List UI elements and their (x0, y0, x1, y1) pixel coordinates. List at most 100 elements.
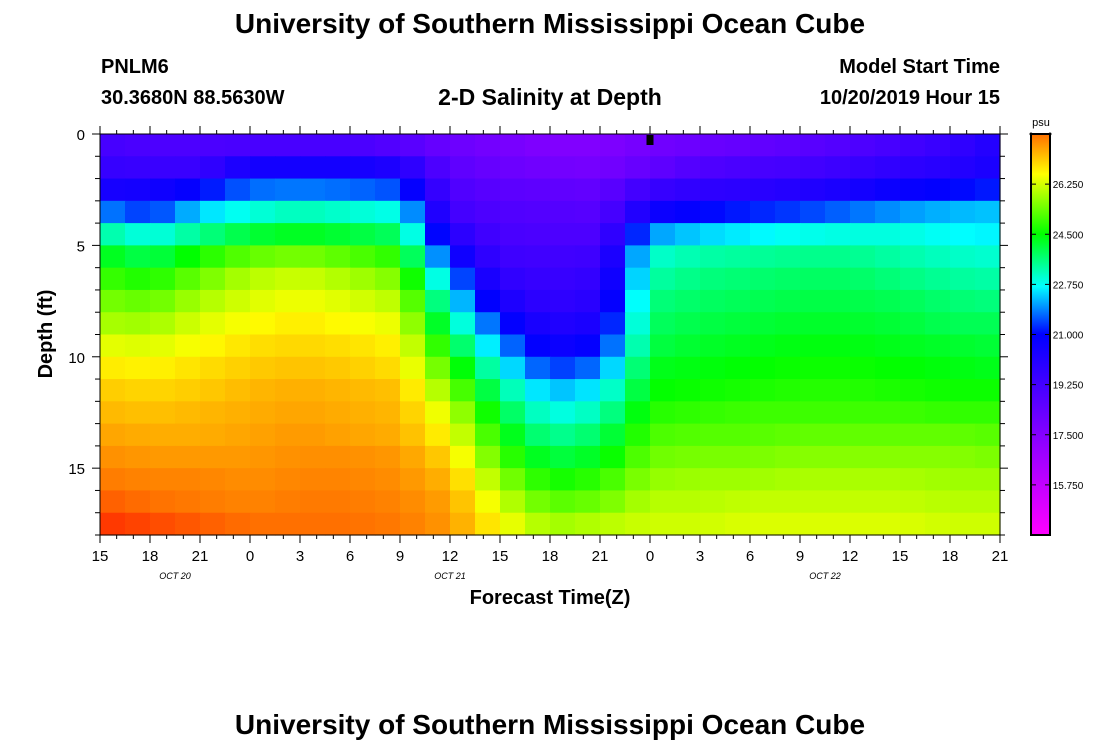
heatmap-cell (875, 178, 901, 202)
heatmap-cell (650, 379, 676, 402)
heatmap-cell (925, 512, 951, 536)
heatmap-cell (475, 245, 501, 269)
heatmap-cell (650, 267, 676, 291)
heatmap-cell (100, 423, 126, 447)
heatmap-cell (725, 245, 751, 269)
heatmap-cell (450, 512, 476, 536)
heatmap-cell (225, 178, 251, 202)
heatmap-cell (150, 445, 176, 469)
heatmap-cell (850, 156, 876, 180)
heatmap-cell (900, 312, 926, 336)
heatmap-cell (875, 512, 901, 536)
heatmap-cell (875, 245, 901, 269)
heatmap-cell (350, 490, 376, 514)
heatmap-cell (525, 312, 551, 336)
heatmap-cell (625, 379, 651, 402)
heatmap-cell (375, 445, 401, 469)
heatmap-cell (975, 134, 1001, 157)
heatmap-cell (325, 134, 351, 157)
heatmap-cell (550, 200, 576, 224)
heatmap-cell (775, 312, 801, 336)
heatmap-cell (250, 423, 276, 447)
heatmap-cell (100, 512, 126, 536)
model-start-label: Model Start Time (839, 56, 1000, 78)
heatmap-cell (625, 512, 651, 536)
heatmap-cell (800, 156, 826, 180)
heatmap-cell (975, 379, 1001, 402)
date-label: OCT 20 (159, 571, 191, 581)
heatmap-cell (900, 423, 926, 447)
heatmap-cell (400, 445, 426, 469)
heatmap-cell (450, 334, 476, 358)
heatmap-cell (675, 423, 701, 447)
heatmap-cell (750, 334, 776, 358)
heatmap-cell (975, 512, 1001, 536)
heatmap-cell (200, 445, 226, 469)
heatmap-cell (100, 490, 126, 514)
heatmap-cell (950, 468, 976, 492)
heatmap-cell (225, 334, 251, 358)
heatmap-cell (175, 178, 201, 202)
heatmap-cell (350, 512, 376, 536)
heatmap-cell (175, 289, 201, 313)
x-tick-label: 18 (142, 548, 159, 565)
heatmap-cell (550, 334, 576, 358)
bottom-title: University of Southern Mississippi Ocean… (234, 709, 866, 740)
heatmap-cell (500, 445, 526, 469)
heatmap-cell (700, 379, 726, 402)
heatmap-cell (600, 245, 626, 269)
heatmap-cell (325, 267, 351, 291)
heatmap-cell (175, 245, 201, 269)
heatmap-cell (150, 356, 176, 380)
heatmap-cell (625, 223, 651, 246)
heatmap-cell (350, 223, 376, 246)
heatmap-cell (525, 267, 551, 291)
heatmap-cell (725, 200, 751, 224)
heatmap-cell (925, 134, 951, 157)
heatmap-cell (350, 200, 376, 224)
heatmap-cell (875, 200, 901, 224)
heatmap-cell (800, 379, 826, 402)
y-axis: 0 5 10 15 (68, 127, 1008, 536)
heatmap-cell (825, 267, 851, 291)
heatmap-cell (350, 134, 376, 157)
heatmap-cell (125, 356, 151, 380)
heatmap-cell (500, 223, 526, 246)
heatmap-cell (925, 200, 951, 224)
heatmap-cell (675, 245, 701, 269)
heatmap-cell (375, 312, 401, 336)
heatmap-cell (100, 223, 126, 246)
heatmap-cell (275, 512, 301, 536)
heatmap-cell (225, 200, 251, 224)
heatmap-cell (300, 512, 326, 536)
heatmap-cell (875, 223, 901, 246)
heatmap-cell (250, 490, 276, 514)
heatmap-cell (875, 312, 901, 336)
heatmap-cell (675, 223, 701, 246)
heatmap-cell (100, 445, 126, 469)
heatmap-cell (675, 468, 701, 492)
heatmap-cell (975, 289, 1001, 313)
heatmap-cell (500, 156, 526, 180)
heatmap-cell (750, 445, 776, 469)
heatmap-cell (775, 223, 801, 246)
heatmap-cell (800, 512, 826, 536)
heatmap-cell (525, 401, 551, 425)
heatmap-cell (450, 468, 476, 492)
heatmap-cell (300, 156, 326, 180)
heatmap-cell (400, 245, 426, 269)
heatmap-cell (625, 312, 651, 336)
heatmap-cell (875, 423, 901, 447)
heatmap-cell (325, 334, 351, 358)
heatmap-cell (150, 156, 176, 180)
heatmap-cell (925, 156, 951, 180)
heatmap-cell (275, 289, 301, 313)
heatmap-cell (700, 356, 726, 380)
heatmap-cell (325, 245, 351, 269)
heatmap-cell (175, 401, 201, 425)
heatmap-cell (800, 334, 826, 358)
heatmap-cell (625, 468, 651, 492)
heatmap-cell (500, 379, 526, 402)
heatmap-cell (650, 134, 676, 157)
heatmap-cell (725, 356, 751, 380)
